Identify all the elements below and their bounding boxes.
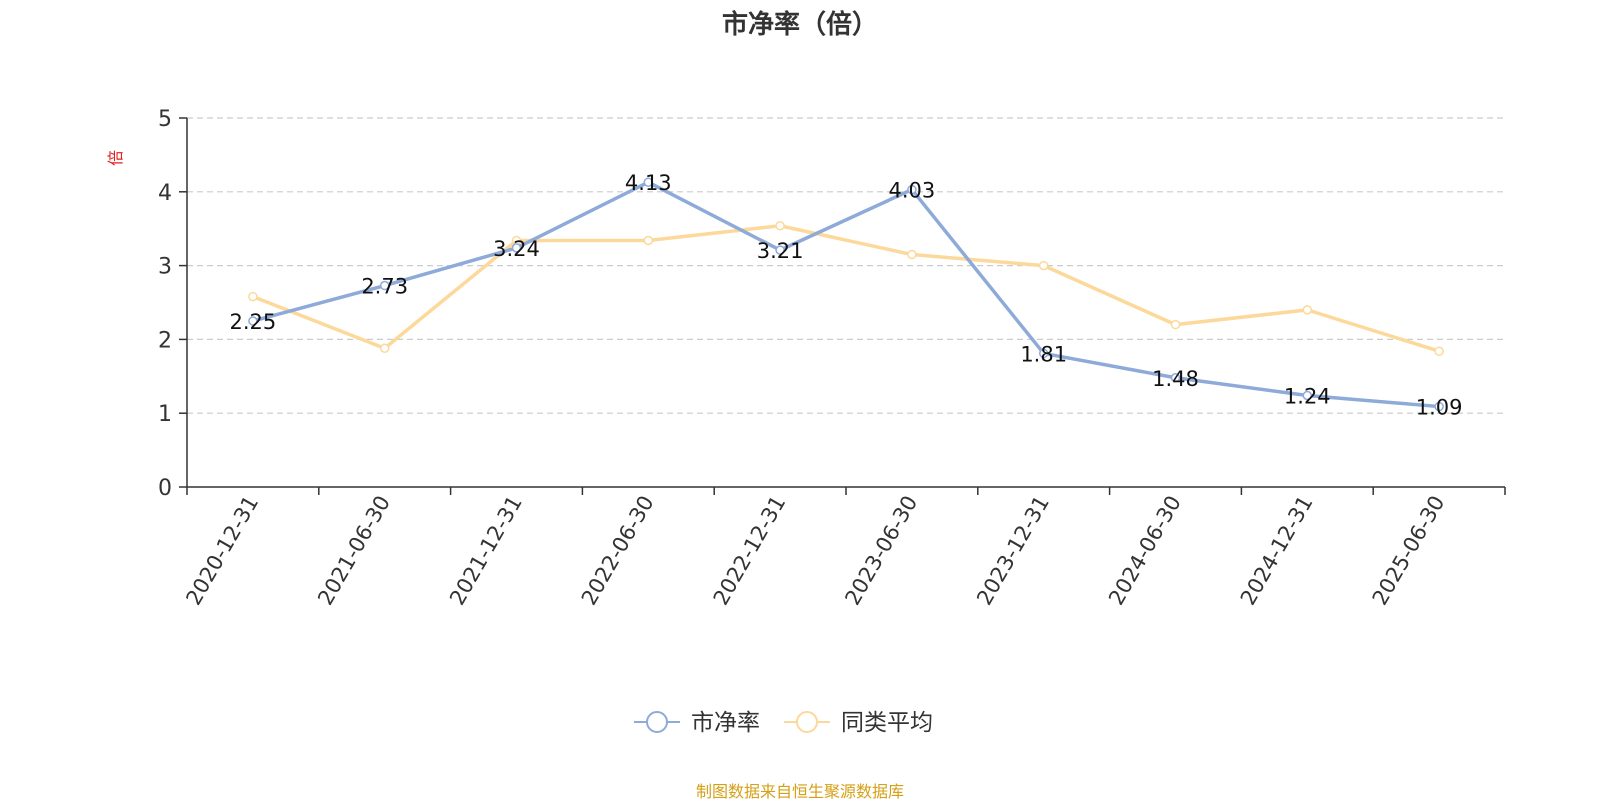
data-label: 2.73 bbox=[361, 275, 408, 299]
y-tick-label: 5 bbox=[158, 107, 172, 132]
data-point bbox=[248, 291, 258, 302]
data-point bbox=[379, 280, 390, 291]
legend-label: 同类平均 bbox=[841, 710, 933, 736]
data-labels: 2.25 2.73 3.24 4.13 3.21 4.03 1.81 1.48 1.24 1.09 bbox=[230, 171, 1463, 419]
data-point bbox=[248, 316, 258, 326]
data-label: 1.09 bbox=[1416, 396, 1463, 420]
source-note: 制图数据来自恒生聚源数据库 bbox=[695, 782, 904, 801]
x-tick-label: 2025-06-30 bbox=[1368, 492, 1450, 610]
data-point bbox=[643, 177, 654, 187]
x-tick-label: 2021-12-31 bbox=[445, 492, 527, 610]
data-point bbox=[775, 245, 785, 255]
data-label: 2.25 bbox=[230, 310, 277, 334]
chart-title: 市净率（倍） bbox=[721, 10, 878, 40]
x-tick-label: 2022-06-30 bbox=[577, 492, 659, 610]
data-label: 1.48 bbox=[1152, 367, 1199, 391]
data-point bbox=[1038, 260, 1049, 271]
data-point bbox=[1434, 346, 1444, 356]
y-tick-label: 2 bbox=[158, 328, 172, 353]
data-point bbox=[643, 235, 654, 246]
series bbox=[248, 177, 1444, 412]
legend-marker bbox=[646, 711, 668, 733]
series-line-1 bbox=[252, 223, 1440, 353]
legend-item[interactable]: 同类平均 bbox=[784, 710, 933, 736]
x-tick-label: 2023-12-31 bbox=[972, 492, 1054, 610]
data-point bbox=[907, 249, 917, 260]
grid-lines bbox=[187, 117, 1505, 414]
y-tick-label: 0 bbox=[158, 476, 172, 501]
series-line-0 bbox=[252, 180, 1440, 409]
legend-label: 市净率 bbox=[691, 710, 760, 736]
x-tick-label: 2024-06-30 bbox=[1104, 492, 1186, 610]
x-tick-label: 2023-06-30 bbox=[840, 492, 922, 610]
x-tick-label: 2021-06-30 bbox=[313, 492, 395, 610]
data-point bbox=[379, 343, 390, 354]
data-point bbox=[907, 184, 917, 195]
data-point bbox=[1302, 390, 1313, 401]
data-label: 3.21 bbox=[757, 239, 804, 263]
axes: 0 1 2 3 4 5 倍 2020-12-31 2021-06-30 2021-12-31 202… bbox=[106, 107, 1506, 610]
y-axis-label: 倍 bbox=[106, 150, 125, 166]
data-label: 3.24 bbox=[493, 237, 540, 261]
data-label: 4.03 bbox=[889, 179, 936, 203]
data-label: 1.81 bbox=[1020, 342, 1067, 366]
x-tick-label: 2022-12-31 bbox=[709, 492, 791, 610]
legend-marker bbox=[796, 711, 818, 733]
x-tick-label: 2024-12-31 bbox=[1236, 492, 1318, 610]
data-point bbox=[775, 220, 785, 231]
x-tick-label: 2020-12-31 bbox=[181, 492, 263, 610]
data-point bbox=[1038, 348, 1049, 359]
data-point bbox=[1302, 305, 1313, 315]
data-label: 4.13 bbox=[625, 171, 672, 195]
y-tick-label: 3 bbox=[158, 255, 172, 280]
data-point bbox=[1170, 319, 1181, 330]
y-tick-label: 4 bbox=[158, 181, 172, 206]
data-point bbox=[511, 243, 522, 253]
data-point bbox=[1170, 373, 1181, 383]
data-label: 1.24 bbox=[1284, 384, 1331, 408]
legend: 市净率 同类平均 bbox=[634, 710, 933, 736]
data-point bbox=[1434, 401, 1444, 412]
legend-item[interactable]: 市净率 bbox=[634, 710, 760, 736]
y-tick-label: 1 bbox=[158, 402, 172, 427]
